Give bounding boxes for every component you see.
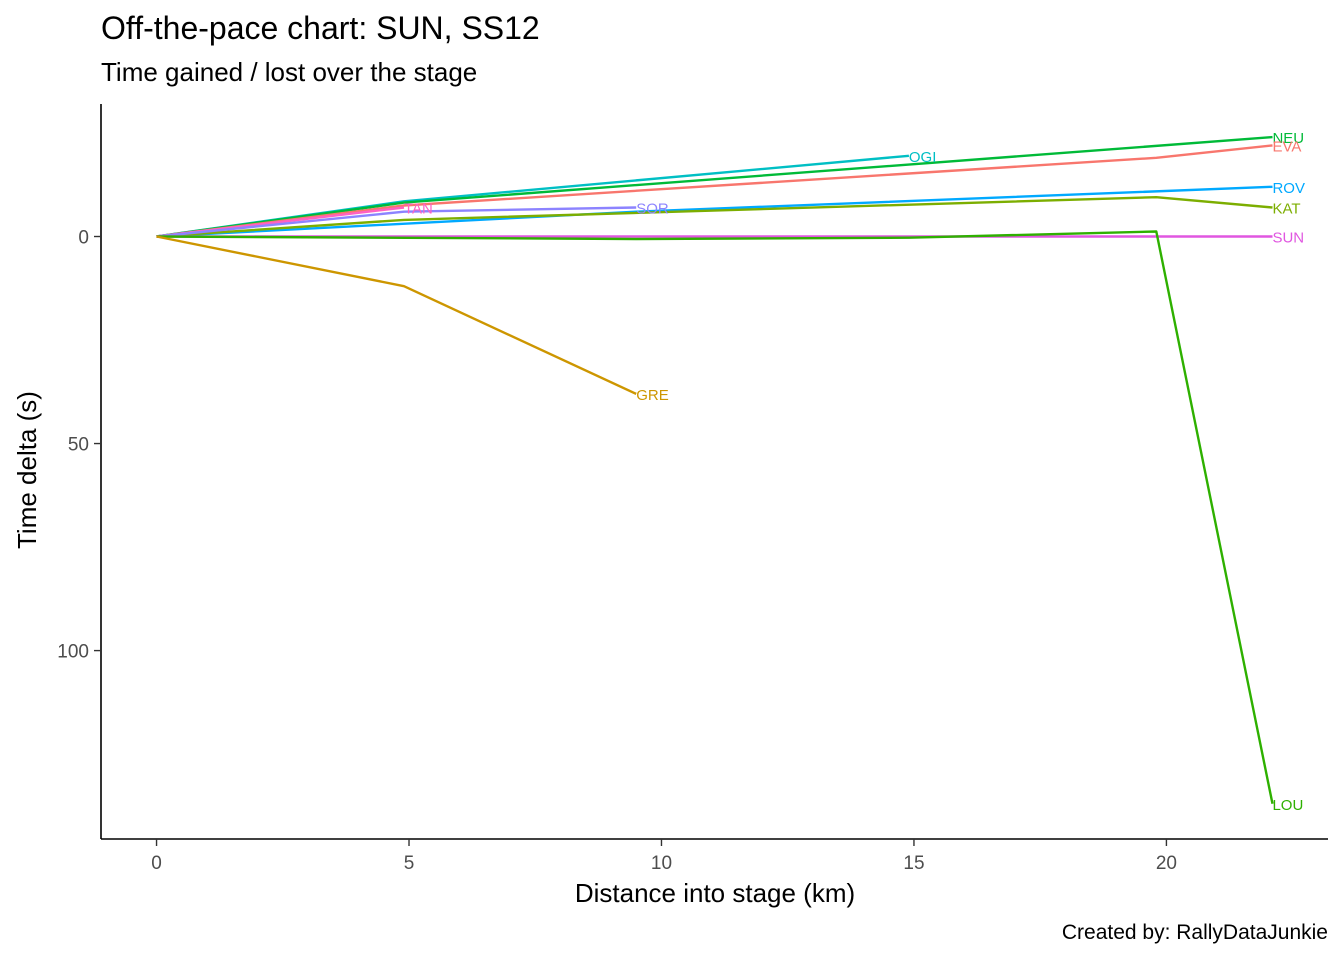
- x-tick-label: 15: [903, 853, 924, 874]
- series-label-neu: NEU: [1272, 130, 1304, 147]
- y-tick-label: 50: [68, 435, 89, 456]
- x-tick-label: 10: [651, 853, 672, 874]
- chart-subtitle: Time gained / lost over the stage: [101, 57, 478, 87]
- series-label-eva: EVA: [1272, 138, 1301, 155]
- x-tick-label: 20: [1156, 853, 1177, 874]
- series-label-sun: SUN: [1272, 230, 1304, 247]
- x-tick-label: 5: [404, 853, 415, 874]
- series-line-kat: [156, 195, 1273, 238]
- series-label-rov: ROV: [1272, 180, 1305, 197]
- y-axis-title: Time delta (s): [12, 391, 42, 549]
- series-line-lou: [156, 230, 1274, 805]
- chart-caption: Created by: RallyDataJunkie: [1061, 921, 1328, 944]
- series-label-ogi: OGI: [909, 149, 937, 166]
- y-tick-label: 0: [78, 228, 89, 249]
- series-line-eva: [156, 144, 1273, 238]
- series-label-tan: TAN: [404, 201, 433, 218]
- chart-title: Off-the-pace chart: SUN, SS12: [101, 10, 540, 46]
- series-label-gre: GRE: [636, 387, 669, 404]
- y-tick-label: 100: [57, 642, 89, 663]
- series-line-sor: [156, 206, 637, 238]
- series-line-gre: [156, 235, 637, 395]
- x-axis-ticks: 0 5 10 15 20: [151, 839, 1177, 874]
- x-axis-title: Distance into stage (km): [575, 878, 855, 908]
- series-label-lou: LOU: [1272, 797, 1303, 814]
- series-label-kat: KAT: [1272, 201, 1300, 218]
- x-tick-label: 0: [151, 853, 162, 874]
- y-axis-ticks: 0 50 100: [57, 228, 101, 663]
- series-layer: [156, 135, 1274, 805]
- series-label-sor: SOR: [636, 201, 669, 218]
